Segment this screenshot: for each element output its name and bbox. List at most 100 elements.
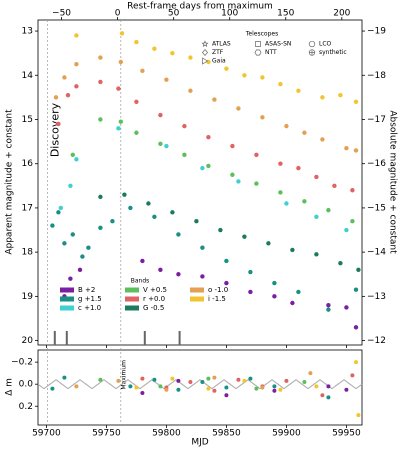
data-point — [218, 227, 223, 233]
data-point — [140, 68, 145, 74]
residual-point — [278, 387, 283, 392]
data-point — [176, 272, 181, 277]
residual-point — [134, 385, 139, 390]
data-point — [356, 267, 361, 273]
x-tick-label: 59950 — [332, 429, 361, 439]
data-point — [74, 33, 79, 38]
data-point — [86, 245, 91, 250]
y2-tick-label: −14 — [367, 248, 386, 258]
data-point — [296, 289, 301, 295]
legend-label: synthetic — [319, 49, 347, 56]
residual-point — [50, 386, 55, 391]
data-point — [110, 218, 115, 224]
data-point — [80, 254, 85, 259]
data-point — [164, 143, 169, 149]
annotation-label: Discovery — [49, 102, 62, 157]
data-point — [158, 267, 163, 273]
data-point — [98, 79, 103, 85]
residual-point — [140, 376, 145, 381]
legend-label: r +0.0 — [143, 295, 165, 303]
data-point — [236, 179, 241, 184]
y2-tick-label: −13 — [367, 292, 386, 302]
residual-point — [224, 385, 229, 390]
residual-point — [62, 375, 67, 380]
residual-y-tick-label: 0.0 — [19, 380, 34, 390]
data-point — [65, 92, 71, 98]
data-point — [152, 214, 157, 219]
residual-point — [176, 378, 181, 383]
data-point — [98, 194, 103, 200]
data-point — [134, 130, 139, 135]
residual-point — [326, 384, 331, 389]
data-point — [118, 119, 124, 124]
legend-title: Bands — [131, 278, 150, 285]
data-point — [338, 92, 343, 98]
data-point — [284, 201, 289, 206]
legend-title: Telescopes — [245, 31, 278, 38]
legend-marker — [201, 40, 209, 48]
data-point — [58, 205, 63, 211]
data-point — [152, 46, 157, 51]
data-point — [56, 121, 61, 127]
residual-point — [164, 387, 169, 392]
data-point — [272, 280, 277, 286]
data-point — [284, 123, 289, 129]
data-point — [170, 210, 175, 215]
data-point — [230, 143, 235, 149]
residual-point — [116, 378, 121, 383]
y-tick-label: 19 — [22, 292, 34, 302]
residual-point — [350, 373, 355, 378]
y-tick-label: 17 — [22, 203, 33, 213]
data-point — [200, 274, 205, 279]
y-tick-label: 13 — [22, 27, 33, 37]
data-point — [224, 280, 229, 286]
data-point — [74, 62, 79, 67]
residual-point — [272, 384, 277, 389]
data-point — [353, 148, 359, 153]
data-point — [68, 276, 73, 281]
data-point — [224, 258, 229, 264]
y2-tick-label: −18 — [367, 71, 386, 81]
data-point — [62, 75, 67, 80]
data-point — [242, 234, 247, 239]
data-point — [278, 81, 283, 87]
data-point — [344, 305, 349, 310]
legend-swatch — [190, 296, 204, 302]
data-point — [326, 303, 331, 308]
data-point — [260, 75, 265, 80]
data-point — [134, 39, 139, 45]
legend-label: Gaia — [212, 58, 226, 65]
data-point — [200, 245, 205, 250]
residual-point — [158, 384, 163, 389]
residual-point — [224, 393, 229, 398]
data-point — [182, 123, 187, 129]
legend-swatch — [190, 287, 204, 293]
residual-point — [236, 377, 241, 382]
data-point — [206, 163, 211, 169]
legend-marker — [309, 49, 315, 56]
x2-tick-label: −50 — [52, 9, 71, 19]
residual-point — [206, 386, 211, 391]
data-point — [98, 55, 103, 60]
residual-y-tick-label: 0.2 — [19, 402, 33, 412]
data-point — [242, 73, 247, 78]
residual-point — [212, 388, 217, 393]
legend-marker — [202, 48, 208, 57]
residual-point — [356, 413, 361, 418]
x-tick-label: 59850 — [212, 429, 241, 439]
data-point — [170, 50, 175, 56]
data-point — [302, 199, 307, 204]
residual-point — [272, 388, 277, 393]
y2-tick-label: −19 — [367, 27, 386, 37]
residual-point — [200, 379, 205, 384]
data-point — [118, 59, 124, 65]
legend-marker — [254, 49, 262, 56]
x2-tick-label: 150 — [277, 9, 294, 19]
y-tick-label: 20 — [22, 336, 34, 346]
y2-tick-label: −15 — [367, 203, 386, 213]
residual-point — [254, 386, 259, 391]
x2-tick-label: 50 — [168, 9, 180, 19]
y-tick-label: 16 — [22, 159, 34, 169]
residual-point — [170, 376, 175, 381]
